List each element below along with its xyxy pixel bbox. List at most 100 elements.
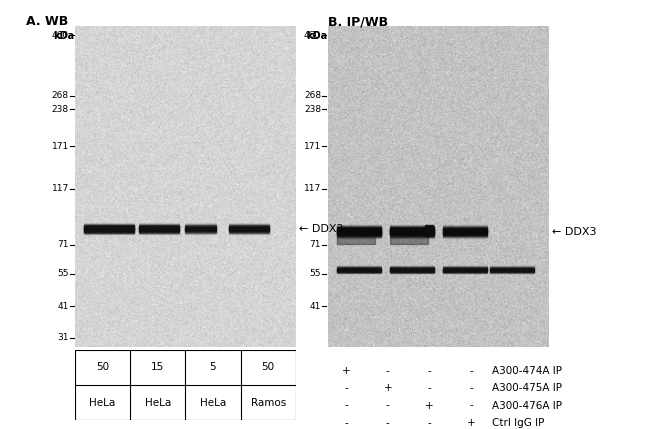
Bar	[390, 272, 434, 273]
Bar	[489, 266, 534, 267]
Text: -: -	[386, 401, 389, 411]
Text: 41: 41	[309, 302, 321, 311]
Bar	[84, 224, 135, 225]
Bar	[390, 227, 434, 228]
Bar	[390, 269, 434, 270]
Text: ← DDX3: ← DDX3	[299, 224, 343, 234]
Bar	[185, 232, 216, 233]
Bar	[489, 272, 534, 273]
Bar	[139, 224, 179, 225]
Bar	[84, 225, 135, 227]
Bar	[84, 232, 135, 233]
Bar	[390, 269, 434, 270]
Bar	[337, 236, 382, 237]
Bar	[229, 230, 269, 231]
Bar	[139, 224, 179, 226]
Bar	[337, 230, 382, 231]
Text: Ramos: Ramos	[250, 398, 286, 408]
Bar	[443, 268, 488, 269]
Bar	[84, 233, 135, 234]
Text: B. IP/WB: B. IP/WB	[328, 15, 389, 28]
Bar	[390, 231, 434, 232]
Bar	[390, 229, 434, 230]
Bar	[443, 228, 488, 230]
Bar	[337, 232, 382, 233]
Bar	[443, 229, 488, 230]
Bar	[337, 229, 382, 230]
Text: -: -	[344, 383, 348, 393]
Bar	[337, 225, 382, 227]
Bar	[337, 236, 382, 237]
Bar	[489, 268, 534, 269]
Bar	[390, 272, 434, 273]
Bar	[185, 232, 216, 233]
Bar	[337, 268, 382, 269]
Bar	[443, 268, 488, 269]
Bar	[185, 229, 216, 230]
Bar	[337, 266, 382, 267]
Bar	[443, 267, 488, 268]
Bar	[390, 266, 434, 267]
Text: 268: 268	[304, 91, 321, 100]
Bar	[337, 232, 382, 233]
Text: -: -	[428, 383, 432, 393]
Bar	[489, 270, 534, 271]
Bar	[443, 266, 488, 267]
Bar	[390, 231, 434, 233]
Bar	[443, 230, 488, 231]
Bar	[390, 226, 434, 227]
Bar	[84, 228, 135, 229]
Bar	[337, 230, 382, 231]
Bar	[185, 230, 216, 231]
Bar	[337, 235, 382, 236]
Bar	[443, 267, 488, 268]
Bar	[337, 268, 382, 269]
Bar	[390, 268, 434, 269]
Bar	[390, 234, 434, 235]
Bar	[139, 227, 179, 228]
Bar	[390, 236, 434, 237]
Bar	[489, 266, 534, 267]
Bar	[337, 234, 382, 236]
Bar	[337, 237, 382, 238]
Bar	[390, 271, 434, 272]
Text: kDa: kDa	[53, 30, 75, 41]
Bar	[84, 227, 135, 229]
Bar	[337, 228, 382, 230]
Bar	[390, 232, 434, 233]
Bar	[489, 270, 534, 271]
Bar	[185, 224, 216, 226]
Bar	[185, 227, 216, 229]
Bar	[390, 235, 434, 236]
Bar	[139, 230, 179, 231]
Bar	[84, 230, 135, 231]
Bar	[443, 233, 488, 235]
Bar	[337, 270, 382, 271]
Bar	[84, 230, 135, 231]
Text: Ctrl IgG IP: Ctrl IgG IP	[492, 418, 545, 428]
Bar	[337, 272, 382, 273]
Bar	[84, 226, 135, 227]
Bar	[443, 270, 488, 271]
Bar	[390, 226, 434, 227]
Bar	[337, 235, 382, 236]
Bar	[139, 231, 179, 233]
Bar	[84, 231, 135, 233]
Bar	[390, 233, 434, 234]
Bar	[337, 270, 382, 271]
Bar	[84, 227, 135, 228]
Bar	[443, 229, 488, 230]
Text: -: -	[469, 366, 473, 376]
Bar	[443, 271, 488, 272]
Bar	[229, 227, 269, 229]
Bar	[139, 227, 179, 229]
Bar	[489, 269, 534, 270]
Bar	[443, 232, 488, 233]
Bar	[229, 224, 269, 225]
Text: HeLa: HeLa	[144, 398, 171, 408]
Bar	[337, 233, 382, 234]
Bar	[443, 231, 488, 232]
Text: -: -	[344, 401, 348, 411]
Bar	[229, 224, 269, 226]
Bar	[489, 267, 534, 268]
